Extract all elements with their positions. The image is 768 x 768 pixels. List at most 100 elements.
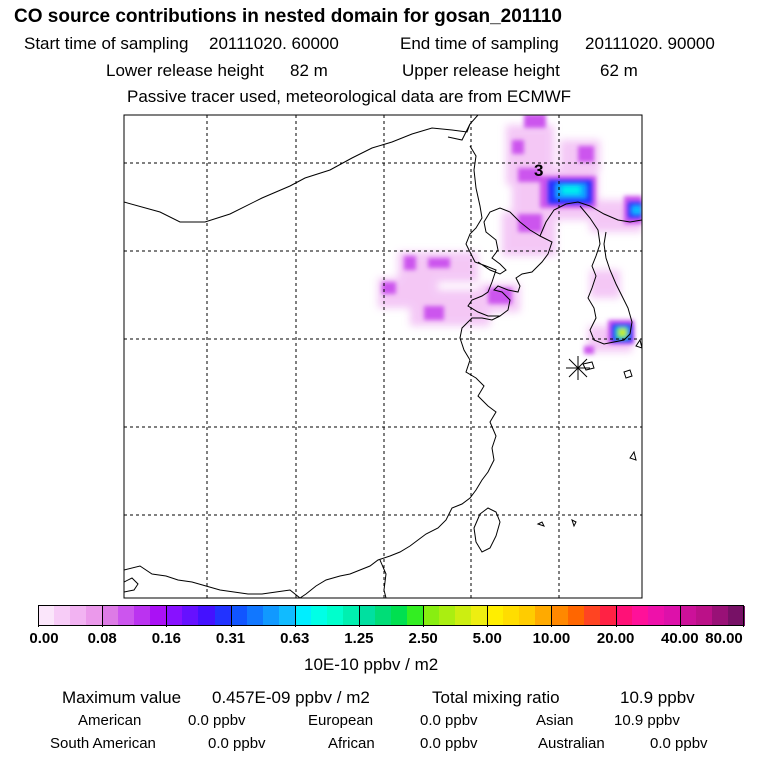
colorbar-swatch <box>423 606 440 626</box>
colorbar-swatch <box>407 606 424 626</box>
colorbar-tick <box>38 606 39 627</box>
colorbar-swatch <box>342 606 360 626</box>
colorbar-tick <box>487 606 488 627</box>
region-value: 0.0 ppbv <box>208 735 266 752</box>
colorbar-swatch <box>230 606 248 626</box>
colorbar-tick-label: 1.25 <box>344 630 374 647</box>
colorbar-swatch <box>310 606 328 626</box>
colorbar-swatch <box>150 606 167 626</box>
upper-release-label: Upper release height <box>402 61 560 80</box>
colorbar-swatch <box>118 606 135 626</box>
colorbar-tick <box>295 606 296 627</box>
colorbar-swatch <box>583 606 601 626</box>
region-value: 10.9 ppbv <box>614 712 680 729</box>
max-value-label: Maximum value <box>62 688 182 707</box>
colorbar-swatch <box>38 606 55 626</box>
region-value: 0.0 ppbv <box>420 735 478 752</box>
upper-release-value: 62 m <box>600 61 638 80</box>
colorbar-tick <box>231 606 232 627</box>
colorbar-swatch <box>487 606 504 626</box>
colorbar-swatch <box>599 606 617 626</box>
total-mixing-label: Total mixing ratio <box>432 688 560 707</box>
region-name: South American <box>50 735 156 752</box>
colorbar-swatch <box>262 606 280 626</box>
colorbar-swatch <box>70 606 87 626</box>
contour-label: 3 <box>534 161 543 180</box>
lower-release-label: Lower release height <box>106 61 264 80</box>
lower-release-value: 82 m <box>290 61 328 80</box>
colorbar-tick-label: 10.00 <box>532 630 571 647</box>
colorbar-tick <box>102 606 103 627</box>
start-time-label: Start time of sampling <box>24 34 189 53</box>
colorbar-swatch <box>198 606 216 626</box>
colorbar-swatch <box>246 606 264 626</box>
colorbar-swatch <box>391 606 408 626</box>
colorbar-tick-label: 20.00 <box>596 630 635 647</box>
colorbar-swatch <box>663 606 681 626</box>
colorbar-tick <box>359 606 360 627</box>
region-value: 0.0 ppbv <box>650 735 708 752</box>
colorbar-swatch <box>326 606 344 626</box>
colorbar-unit: 10E-10 ppbv / m2 <box>304 655 439 674</box>
colorbar-tick-label: 0.08 <box>87 630 117 647</box>
colorbar-swatch <box>374 606 392 626</box>
end-time-value: 20111020. 90000 <box>585 34 715 53</box>
colorbar-swatch <box>695 606 713 626</box>
graticule <box>124 115 642 598</box>
region-name: Asian <box>536 712 574 729</box>
colorbar-tick-label: 0.63 <box>280 630 310 647</box>
colorbar-tick <box>423 606 424 627</box>
colorbar-swatch <box>278 606 296 626</box>
coastlines <box>124 115 642 598</box>
start-time-value: 20111020. 60000 <box>209 34 339 53</box>
colorbar-swatch <box>102 606 119 626</box>
region-name: Australian <box>538 735 605 752</box>
colorbar-tick <box>680 606 681 627</box>
colorbar-tick-label: 5.00 <box>472 630 502 647</box>
total-mixing-value: 10.9 ppbv <box>620 688 695 707</box>
end-time-label: End time of sampling <box>400 34 559 53</box>
colorbar-swatch <box>647 606 665 626</box>
region-name: European <box>308 712 374 729</box>
colorbar-swatch <box>631 606 649 626</box>
colorbar-tick-label: 0.16 <box>151 630 181 647</box>
colorbar-tick-label: 0.31 <box>215 630 246 647</box>
colorbar-tick <box>743 606 744 627</box>
region-name: American <box>78 712 142 729</box>
colorbar-tick <box>166 606 167 627</box>
colorbar-swatch <box>503 606 520 626</box>
colorbar-tick-label: 2.50 <box>408 630 438 647</box>
data-source-note: Passive tracer used, meteorological data… <box>127 87 572 106</box>
colorbar-swatch <box>615 606 633 626</box>
colorbar-swatch <box>439 606 456 626</box>
colorbar-swatch <box>294 606 312 626</box>
max-value: 0.457E-09 ppbv / m2 <box>212 688 370 707</box>
colorbar-swatch <box>551 606 569 626</box>
colorbar-tick-label: 40.00 <box>661 630 699 647</box>
colorbar-tick-label: 80.00 <box>705 630 743 647</box>
colorbar-swatch <box>519 606 536 626</box>
colorbar-swatch <box>727 606 745 626</box>
colorbar-swatch <box>535 606 553 626</box>
plot-title: CO source contributions in nested domain… <box>14 6 562 27</box>
map-frame <box>123 114 643 599</box>
concentration-field <box>378 115 642 354</box>
colorbar-tick-label: 0.00 <box>29 630 59 647</box>
receptor-asterisk-icon <box>566 356 590 380</box>
colorbar-swatch <box>214 606 232 626</box>
region-value: 0.0 ppbv <box>420 712 478 729</box>
colorbar-swatch <box>679 606 697 626</box>
colorbar-swatch <box>54 606 71 626</box>
region-value: 0.0 ppbv <box>188 712 246 729</box>
colorbar-swatch <box>711 606 729 626</box>
colorbar-swatch <box>182 606 200 626</box>
colorbar-swatch <box>567 606 585 626</box>
colorbar-tick <box>551 606 552 627</box>
colorbar-swatch <box>471 606 488 626</box>
colorbar-swatch <box>358 606 376 626</box>
colorbar-swatch <box>166 606 183 626</box>
colorbar-swatch <box>86 606 103 626</box>
colorbar-swatch <box>134 606 151 626</box>
colorbar-swatch <box>455 606 472 626</box>
